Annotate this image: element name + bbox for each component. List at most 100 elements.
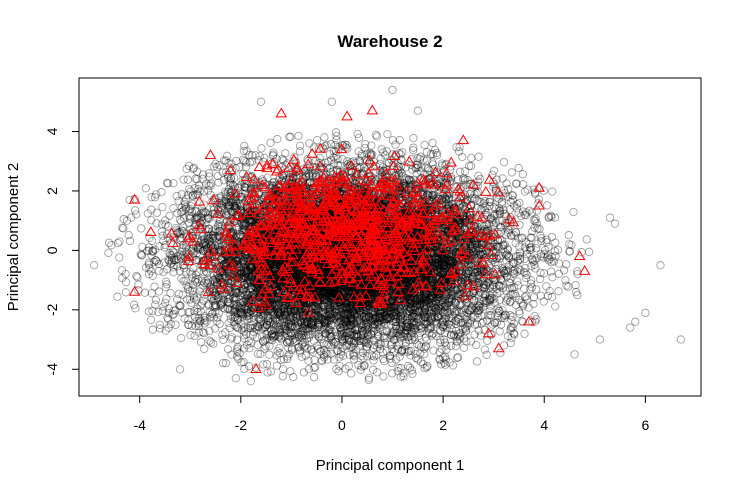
data-point-circle (420, 293, 429, 302)
data-point-circle (215, 232, 224, 241)
data-point-circle (309, 274, 318, 283)
data-point-circle (278, 372, 287, 381)
data-point-circle (421, 287, 430, 297)
data-point-circle (465, 274, 474, 283)
data-point-circle (359, 282, 369, 291)
data-point-circle (411, 184, 421, 193)
data-point-circle (364, 323, 373, 332)
data-point-circle (310, 302, 320, 311)
data-point-circle (115, 253, 124, 262)
data-point-circle (230, 201, 239, 211)
data-point-circle (154, 266, 164, 276)
data-point-circle (230, 313, 240, 322)
data-point-circle (314, 318, 323, 328)
data-point-circle (486, 330, 496, 339)
data-point-circle (400, 296, 409, 305)
data-point-circle (444, 195, 453, 205)
data-point-circle (203, 278, 212, 287)
data-point-circle (140, 288, 149, 297)
data-point-circle (383, 129, 392, 139)
data-point-circle (273, 307, 282, 316)
data-point-circle (196, 337, 206, 347)
data-point-circle (428, 138, 437, 147)
data-point-circle (416, 328, 425, 338)
data-point-circle (362, 300, 372, 309)
data-point-circle (358, 299, 367, 309)
data-point-circle (285, 318, 294, 328)
data-point-circle (297, 276, 306, 285)
data-point-circle (447, 258, 457, 268)
data-point-circle (496, 235, 505, 245)
data-point-circle (441, 301, 450, 311)
data-point-circle (424, 306, 433, 315)
data-point-circle (159, 236, 168, 245)
data-point-circle (321, 329, 330, 338)
data-point-circle (334, 297, 344, 306)
data-point-circle (447, 256, 456, 265)
data-point-circle (457, 300, 466, 309)
data-point-circle (551, 302, 560, 311)
data-point-circle (461, 206, 470, 215)
data-point-circle (428, 292, 437, 302)
data-point-circle (239, 272, 249, 281)
data-point-circle (177, 274, 186, 283)
data-point-circle (152, 219, 161, 228)
data-point-circle (352, 332, 361, 341)
data-point-circle (191, 275, 200, 284)
data-point-circle (472, 320, 482, 329)
data-point-circle (398, 314, 408, 323)
data-point-circle (294, 320, 303, 329)
data-point-circle (121, 288, 130, 297)
data-point-circle (342, 140, 351, 150)
data-point-circle (347, 369, 356, 378)
data-point-circle (440, 255, 450, 264)
data-point-circle (264, 286, 274, 295)
data-point-circle (440, 273, 449, 283)
data-point-circle (408, 299, 418, 308)
data-point-circle (219, 335, 228, 344)
data-point-circle (554, 287, 563, 296)
data-point-circle (232, 156, 241, 166)
data-point-circle (360, 323, 370, 332)
data-point-circle (237, 304, 246, 313)
data-point-circle (542, 238, 551, 247)
data-point-circle (297, 272, 307, 281)
data-point-circle (183, 175, 192, 184)
data-point-circle (478, 302, 488, 311)
data-point-circle (289, 316, 298, 325)
data-point-circle (571, 280, 580, 290)
data-point-circle (413, 294, 422, 303)
data-point-circle (341, 256, 351, 265)
data-point-circle (198, 170, 208, 179)
data-point-circle (427, 290, 436, 300)
data-point-circle (275, 279, 284, 289)
data-point-circle (373, 330, 383, 339)
data-point-circle (437, 274, 446, 284)
data-point-circle (414, 307, 423, 316)
data-point-circle (223, 211, 232, 221)
data-point-circle (261, 263, 270, 272)
data-point-circle (415, 294, 424, 303)
data-point-circle (481, 296, 490, 305)
data-point-circle (582, 235, 591, 244)
data-point-circle (401, 292, 411, 301)
data-point-circle (145, 264, 154, 273)
data-point-circle (551, 238, 560, 247)
data-point-circle (261, 322, 270, 331)
data-point-circle (505, 205, 514, 214)
data-point-circle (431, 257, 440, 267)
data-point-circle (407, 366, 416, 375)
data-point-circle (385, 224, 394, 233)
data-point-circle (216, 301, 225, 310)
data-point-circle (246, 215, 255, 224)
data-point-circle (171, 223, 180, 233)
data-point-circle (197, 276, 207, 285)
data-point-circle (268, 270, 278, 280)
data-point-circle (284, 344, 293, 353)
data-point-circle (275, 308, 284, 317)
data-point-circle (369, 335, 378, 344)
data-point-circle (305, 139, 314, 148)
data-point-circle (284, 304, 293, 314)
data-point-circle (113, 292, 122, 301)
